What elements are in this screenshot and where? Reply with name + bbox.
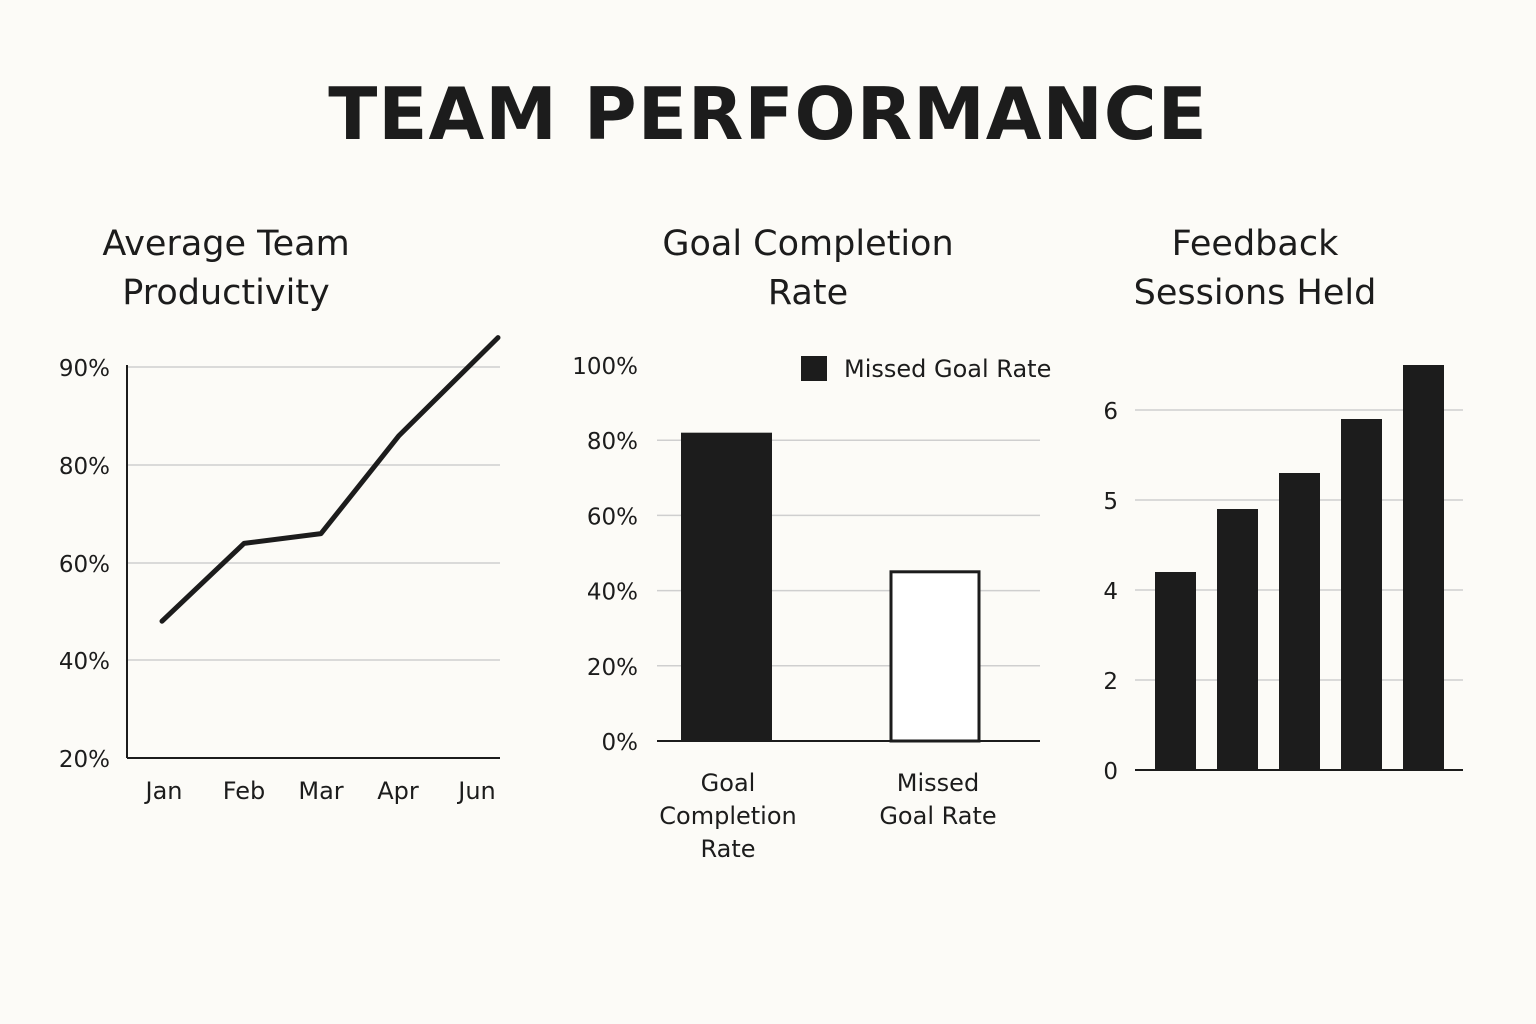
y-tick-label: 100% <box>572 354 638 380</box>
feedback-bar <box>1403 365 1444 770</box>
y-tick-label: 60% <box>587 504 638 530</box>
goal-completion-bar-chart: 100% 80% 60% 40% 20% 0% Goal Completion Rate Miss… <box>572 354 1051 863</box>
y-tick-label: 2 <box>1103 669 1118 695</box>
chart-title-line: Feedback <box>1171 224 1339 264</box>
page-title: TEAM PERFORMANCE <box>328 72 1208 156</box>
chart-title-line: Goal Completion <box>662 224 954 264</box>
feedback-bar <box>1155 572 1196 770</box>
y-tick-label: 40% <box>587 580 638 606</box>
y-tick-label: 80% <box>587 429 638 455</box>
x-category-label: Completion <box>659 802 796 830</box>
y-tick-label: 6 <box>1103 399 1118 425</box>
y-tick-label: 0% <box>602 730 639 756</box>
x-tick-label: Apr <box>377 777 419 805</box>
y-tick-label: 0 <box>1103 759 1118 785</box>
y-tick-label: 4 <box>1103 579 1118 605</box>
y-tick-label: 80% <box>59 454 110 480</box>
chart-title-line: Average Team <box>102 224 350 264</box>
productivity-line-chart: 90% 80% 60% 40% 20% Jan Feb Mar Apr Jun <box>59 335 501 805</box>
x-tick-label: Jan <box>144 777 183 805</box>
x-tick-label: Feb <box>223 777 266 805</box>
y-tick-label: 20% <box>59 747 110 773</box>
y-tick-label: 90% <box>59 356 110 382</box>
y-tick-label: 60% <box>59 552 110 578</box>
y-tick-label: 40% <box>59 649 110 675</box>
chart-title-feedback-sessions: Feedback Sessions Held <box>1105 220 1405 318</box>
productivity-series-line <box>159 335 501 624</box>
x-category-label: Goal <box>701 769 756 797</box>
chart-title-line: Sessions Held <box>1133 273 1377 313</box>
legend-label: Missed Goal Rate <box>844 355 1051 383</box>
x-category-label: Rate <box>700 835 755 863</box>
x-tick-label: Jun <box>456 777 496 805</box>
x-category-label: Missed <box>897 769 979 797</box>
feedback-bar <box>1217 509 1258 770</box>
feedback-sessions-bar-chart: 6 5 4 2 0 <box>1103 365 1463 785</box>
x-category-label: Goal Rate <box>879 802 996 830</box>
x-tick-label: Mar <box>298 777 343 805</box>
feedback-bar <box>1341 419 1382 770</box>
chart-title-productivity: Average Team Productivity <box>76 220 376 318</box>
feedback-bar <box>1279 473 1320 770</box>
chart-title-line: Productivity <box>122 273 330 313</box>
y-tick-label: 5 <box>1103 489 1118 515</box>
chart-title-goal-completion: Goal Completion Rate <box>628 220 988 318</box>
legend-swatch <box>801 356 827 381</box>
chart-title-line: Rate <box>767 273 849 313</box>
y-tick-label: 20% <box>587 655 638 681</box>
missed-goal-bar <box>889 570 981 743</box>
goal-completion-bar <box>681 432 772 741</box>
